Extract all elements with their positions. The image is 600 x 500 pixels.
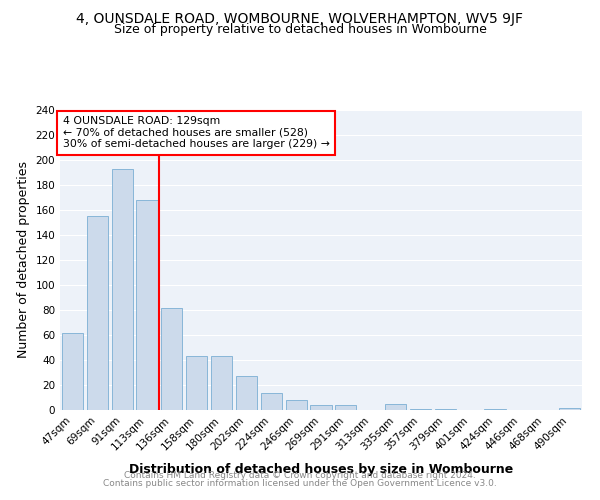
Text: Size of property relative to detached houses in Wombourne: Size of property relative to detached ho… xyxy=(113,22,487,36)
Bar xyxy=(112,169,133,410)
Bar xyxy=(385,404,406,410)
Bar xyxy=(211,356,232,410)
Bar xyxy=(87,216,108,410)
Text: Contains HM Land Registry data © Crown copyright and database right 2024.: Contains HM Land Registry data © Crown c… xyxy=(124,471,476,480)
Text: 4, OUNSDALE ROAD, WOMBOURNE, WOLVERHAMPTON, WV5 9JF: 4, OUNSDALE ROAD, WOMBOURNE, WOLVERHAMPT… xyxy=(77,12,523,26)
Bar xyxy=(62,332,83,410)
Bar xyxy=(410,409,431,410)
Bar xyxy=(236,376,257,410)
Bar xyxy=(161,308,182,410)
Bar xyxy=(335,405,356,410)
Bar xyxy=(136,200,158,410)
Text: 4 OUNSDALE ROAD: 129sqm
← 70% of detached houses are smaller (528)
30% of semi-d: 4 OUNSDALE ROAD: 129sqm ← 70% of detache… xyxy=(62,116,329,149)
Y-axis label: Number of detached properties: Number of detached properties xyxy=(17,162,30,358)
Bar xyxy=(484,409,506,410)
Bar xyxy=(435,409,456,410)
Bar xyxy=(286,400,307,410)
Bar xyxy=(559,408,580,410)
Text: Contains public sector information licensed under the Open Government Licence v3: Contains public sector information licen… xyxy=(103,479,497,488)
X-axis label: Distribution of detached houses by size in Wombourne: Distribution of detached houses by size … xyxy=(129,463,513,476)
Bar xyxy=(310,405,332,410)
Bar xyxy=(261,392,282,410)
Bar xyxy=(186,356,207,410)
